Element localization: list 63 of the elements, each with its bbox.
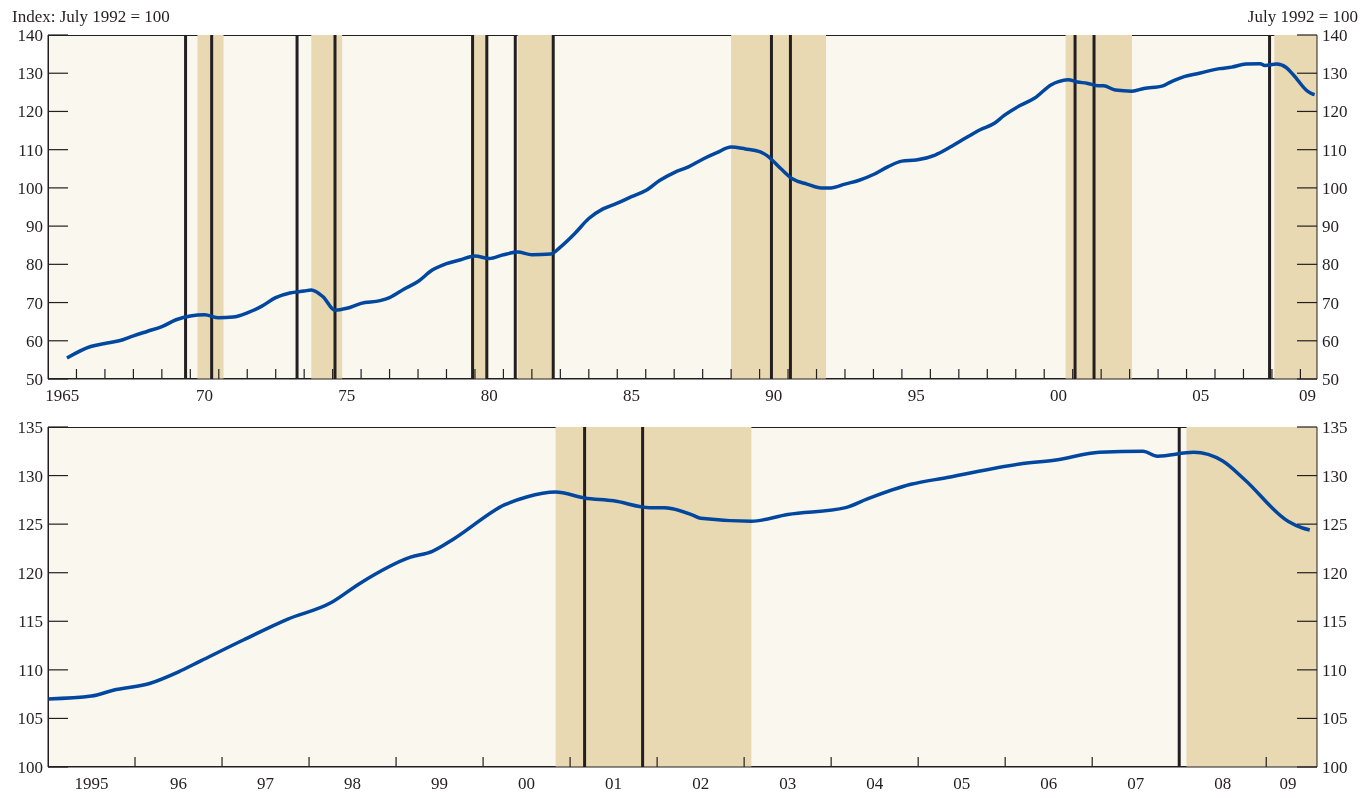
y2-tick-label: 100 [1322, 178, 1348, 198]
y2-tick-label: 135 [1322, 418, 1348, 437]
x-tick-label: 90 [765, 386, 783, 405]
y2-tick-label: 60 [1322, 331, 1339, 351]
y-tick-label: 60 [26, 331, 43, 351]
x-tick-label: 06 [1040, 774, 1058, 793]
x-tick-label: 97 [257, 774, 275, 793]
y-tick-label: 50 [26, 370, 43, 389]
y-tick-label: 100 [17, 758, 43, 777]
y2-axis-title: July 1992 = 100 [1247, 7, 1358, 27]
y-tick-label: 115 [18, 612, 43, 632]
y2-tick-label: 100 [1322, 758, 1348, 777]
y2-tick-label: 120 [1322, 563, 1348, 583]
x-tick-label: 70 [196, 386, 214, 405]
y2-tick-label: 50 [1322, 370, 1339, 389]
y2-tick-label: 110 [1322, 660, 1347, 680]
x-tick-label: 00 [518, 774, 536, 793]
x-tick-label: 07 [1127, 774, 1145, 793]
x-tick-label: 03 [779, 774, 797, 793]
y2-tick-label: 130 [1322, 466, 1348, 486]
y-tick-label: 70 [26, 293, 43, 313]
x-tick-label: 04 [866, 774, 884, 793]
x-tick-label: 09 [1279, 774, 1297, 793]
x-tick-label: 98 [344, 774, 362, 793]
x-tick-label: 01 [605, 774, 623, 793]
y2-tick-label: 110 [1322, 140, 1347, 160]
x-tick-label: 80 [480, 386, 498, 405]
y-axis-title: Index: July 1992 = 100 [12, 7, 170, 27]
y2-tick-label: 125 [1322, 515, 1348, 535]
x-tick-label: 09 [1299, 386, 1317, 405]
y2-tick-label: 140 [1322, 26, 1348, 45]
y-tick-label: 120 [17, 563, 43, 583]
x-tick-label: 95 [907, 386, 925, 405]
x-tick-label: 1965 [45, 386, 80, 405]
y-tick-label: 140 [17, 26, 43, 45]
y2-tick-label: 130 [1322, 64, 1348, 84]
x-tick-label: 08 [1214, 774, 1232, 793]
y-tick-label: 130 [17, 64, 43, 84]
y-tick-label: 110 [18, 660, 43, 680]
y-tick-label: 135 [17, 418, 43, 437]
x-tick-label: 85 [623, 386, 640, 405]
y-tick-label: 80 [26, 255, 43, 275]
y2-tick-label: 120 [1322, 102, 1348, 122]
y2-tick-label: 90 [1322, 217, 1339, 237]
x-tick-label: 05 [953, 774, 971, 793]
y2-tick-label: 80 [1322, 255, 1339, 275]
x-tick-label: 75 [338, 386, 356, 405]
y-tick-label: 120 [17, 102, 43, 122]
x-tick-label: 02 [692, 774, 710, 793]
x-tick-label: 96 [170, 774, 188, 793]
x-tick-label: 00 [1049, 386, 1067, 405]
y-tick-label: 105 [17, 709, 43, 729]
y-tick-label: 130 [17, 466, 43, 486]
x-tick-label: 05 [1192, 386, 1210, 405]
y-tick-label: 100 [17, 178, 43, 198]
y2-tick-label: 115 [1322, 612, 1347, 632]
y-tick-label: 90 [26, 217, 43, 237]
x-tick-label: 1995 [74, 774, 109, 793]
y2-tick-label: 105 [1322, 709, 1348, 729]
y-tick-label: 125 [17, 515, 43, 535]
y-tick-label: 110 [18, 140, 43, 160]
y2-tick-label: 70 [1322, 293, 1339, 313]
x-tick-label: 99 [431, 774, 449, 793]
